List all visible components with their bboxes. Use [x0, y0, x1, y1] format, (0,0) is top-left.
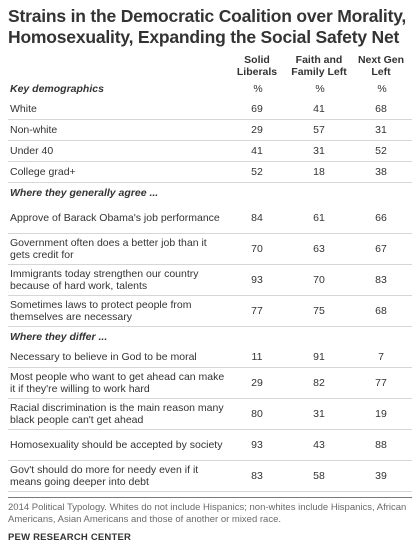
row-label: Approve of Barack Obama's job performanc… — [8, 203, 226, 234]
table-row: Gov't should do more for needy even if i… — [8, 460, 412, 492]
row-label: Immigrants today strengthen our country … — [8, 264, 226, 296]
value-cell-solid-liberals: 93 — [226, 429, 288, 461]
value-cell-faith-family-left: 41 — [288, 99, 350, 120]
table-row: Homosexuality should be accepted by soci… — [8, 429, 412, 461]
value-cell-next-gen-left: 83 — [350, 264, 412, 296]
value-cell-faith-family-left: 18 — [288, 161, 350, 183]
value-cell-next-gen-left: 66 — [350, 203, 412, 234]
unit-label: % — [315, 83, 325, 96]
section-heading-spacer — [226, 182, 288, 203]
section-heading-spacer — [288, 182, 350, 203]
unit-label: % — [377, 83, 387, 96]
row-label: Gov't should do more for needy even if i… — [8, 460, 226, 492]
value-cell-faith-family-left: 75 — [288, 295, 350, 327]
table-row: Government often does a better job than … — [8, 233, 412, 265]
value-cell-faith-family-left: 31 — [288, 398, 350, 430]
table-row: Under 40 41 31 52 — [8, 140, 412, 162]
column-header-solid-liberals: Solid Liberals — [236, 54, 278, 78]
value-cell-faith-family-left: 43 — [288, 429, 350, 461]
value-cell-next-gen-left: 39 — [350, 460, 412, 492]
row-label: Under 40 — [8, 140, 226, 162]
section-heading: Where they differ ... — [8, 326, 226, 347]
unit-label: % — [253, 83, 263, 96]
value-cell-solid-liberals: 80 — [226, 398, 288, 430]
table-row: Sometimes laws to protect people from th… — [8, 295, 412, 327]
section-heading-spacer — [350, 326, 412, 347]
table-row: Necessary to believe in God to be moral 1… — [8, 347, 412, 368]
value-cell-next-gen-left: 77 — [350, 367, 412, 399]
corner-header — [8, 54, 226, 80]
column-header-row: Solid Liberals Faith and Family Left Nex… — [8, 54, 412, 80]
value-cell-faith-family-left: 57 — [288, 119, 350, 141]
value-cell-solid-liberals: 11 — [226, 347, 288, 368]
value-cell-next-gen-left: 19 — [350, 398, 412, 430]
row-label: Homosexuality should be accepted by soci… — [8, 429, 226, 461]
source-credit: PEW RESEARCH CENTER — [8, 532, 132, 543]
value-cell-solid-liberals: 69 — [226, 99, 288, 120]
footnote: 2014 Political Typology. Whites do not i… — [8, 497, 412, 526]
column-header-next-gen-left: Next Gen Left — [357, 54, 405, 78]
value-cell-faith-family-left: 61 — [288, 203, 350, 234]
section-heading-spacer — [350, 182, 412, 203]
value-cell-solid-liberals: 70 — [226, 233, 288, 265]
table-row: White 69 41 68 — [8, 99, 412, 120]
section-heading-row: Where they generally agree ... — [8, 182, 412, 203]
value-cell-solid-liberals: 93 — [226, 264, 288, 296]
section-heading: Key demographics — [10, 83, 104, 96]
data-table: Solid Liberals Faith and Family Left Nex… — [8, 54, 412, 492]
row-label: Racial discrimination is the main reason… — [8, 398, 226, 430]
value-cell-faith-family-left: 82 — [288, 367, 350, 399]
table-row: Non-white 29 57 31 — [8, 119, 412, 141]
value-cell-next-gen-left: 7 — [350, 347, 412, 368]
value-cell-faith-family-left: 58 — [288, 460, 350, 492]
table-body: Key demographics%%% White 69 41 68 Non-white 2… — [8, 80, 412, 492]
value-cell-faith-family-left: 63 — [288, 233, 350, 265]
value-cell-next-gen-left: 68 — [350, 99, 412, 120]
row-label: Non-white — [8, 119, 226, 141]
section-heading-row: Where they differ ... — [8, 326, 412, 347]
section-heading-row: Key demographics%%% — [8, 80, 412, 99]
row-label: College grad+ — [8, 161, 226, 183]
chart-title: Strains in the Democratic Coalition over… — [8, 6, 407, 47]
row-label: Necessary to believe in God to be moral — [8, 347, 226, 368]
value-cell-next-gen-left: 31 — [350, 119, 412, 141]
value-cell-solid-liberals: 84 — [226, 203, 288, 234]
value-cell-solid-liberals: 77 — [226, 295, 288, 327]
value-cell-next-gen-left: 68 — [350, 295, 412, 327]
row-label: Most people who want to get ahead can ma… — [8, 367, 226, 399]
value-cell-next-gen-left: 52 — [350, 140, 412, 162]
value-cell-next-gen-left: 67 — [350, 233, 412, 265]
table-row: Immigrants today strengthen our country … — [8, 264, 412, 296]
section-heading-spacer — [226, 326, 288, 347]
value-cell-solid-liberals: 83 — [226, 460, 288, 492]
value-cell-solid-liberals: 41 — [226, 140, 288, 162]
value-cell-faith-family-left: 91 — [288, 347, 350, 368]
table-row: Most people who want to get ahead can ma… — [8, 367, 412, 399]
value-cell-next-gen-left: 38 — [350, 161, 412, 183]
value-cell-solid-liberals: 52 — [226, 161, 288, 183]
row-label: Government often does a better job than … — [8, 233, 226, 265]
value-cell-faith-family-left: 31 — [288, 140, 350, 162]
column-header-faith-family-left: Faith and Family Left — [291, 54, 347, 78]
section-heading-spacer — [288, 326, 350, 347]
value-cell-solid-liberals: 29 — [226, 119, 288, 141]
table-row: College grad+ 52 18 38 — [8, 161, 412, 183]
value-cell-solid-liberals: 29 — [226, 367, 288, 399]
value-cell-faith-family-left: 70 — [288, 264, 350, 296]
table-row: Approve of Barack Obama's job performanc… — [8, 203, 412, 234]
value-cell-next-gen-left: 88 — [350, 429, 412, 461]
row-label: Sometimes laws to protect people from th… — [8, 295, 226, 327]
row-label: White — [8, 99, 226, 120]
section-heading: Where they generally agree ... — [8, 182, 226, 203]
table-row: Racial discrimination is the main reason… — [8, 398, 412, 430]
